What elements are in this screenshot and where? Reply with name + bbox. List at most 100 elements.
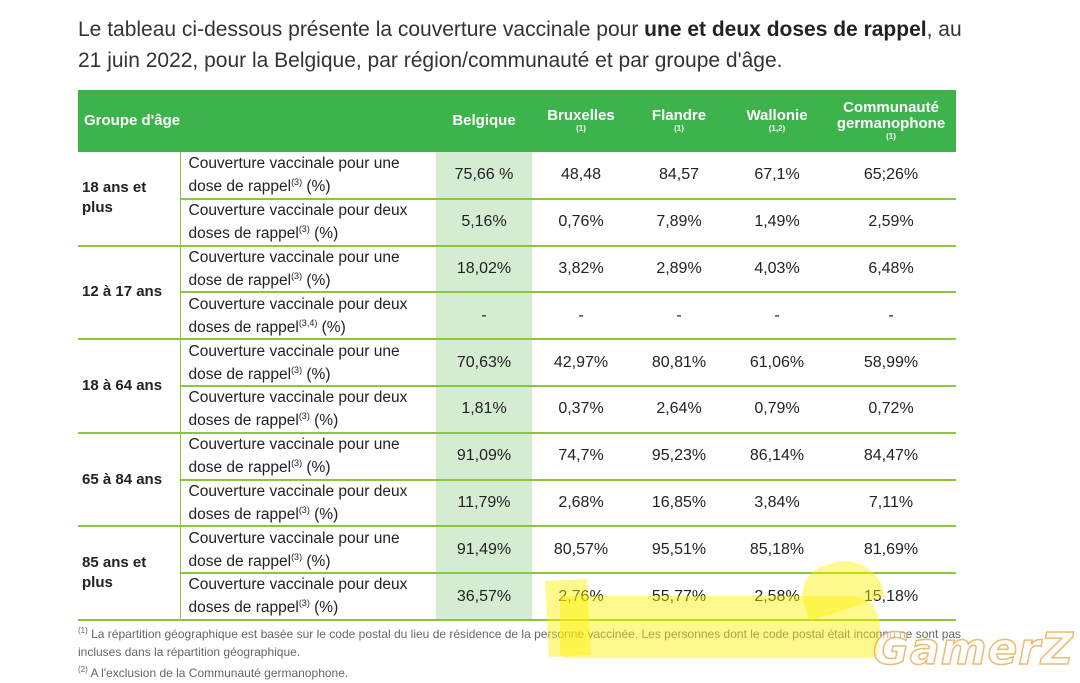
- row-description: Couverture vaccinale pour deux doses de …: [179, 479, 436, 528]
- cell-flandre: 2,89%: [630, 245, 728, 294]
- age-group-label: 65 à 84 ans: [78, 432, 180, 528]
- table-row: Couverture vaccinale pour deux doses de …: [78, 479, 956, 528]
- header-flandre: Flandre (1): [630, 90, 728, 152]
- cell-belgique: 1,81%: [436, 385, 532, 434]
- header-flandre-note: (1): [674, 124, 684, 133]
- footnote-1: (1) La répartition géographique est basé…: [78, 622, 968, 661]
- header-age-group: Groupe d'âge: [78, 90, 436, 152]
- cell-wallonie: 3,84%: [728, 479, 826, 528]
- cell-belgique: 18,02%: [436, 245, 532, 294]
- table-row: 85 ans et plus Couverture vaccinale pour …: [78, 526, 956, 621]
- row-description-unit: (%): [309, 225, 339, 243]
- cell-communaute: 0,72%: [826, 385, 956, 434]
- cell-belgique: -: [436, 292, 532, 341]
- row-description-note: (3): [298, 598, 310, 609]
- intro-bold-text: une et deux doses de rappel: [644, 18, 927, 41]
- cell-bruxelles: 2,76%: [532, 573, 630, 621]
- table-row: 65 à 84 ans Couverture vaccinale pour une…: [78, 432, 956, 528]
- footnote-2-text: A l'exclusion de la Communauté germanoph…: [90, 666, 349, 680]
- cell-bruxelles: 48,48: [532, 152, 630, 200]
- cell-bruxelles: 0,37%: [532, 385, 630, 434]
- header-bruxelles-label: Bruxelles: [547, 107, 615, 124]
- row-description-text: Couverture vaccinale pour une dose de ra…: [188, 529, 400, 570]
- cell-bruxelles: 2,68%: [532, 479, 630, 528]
- header-communaute-note: (1): [886, 132, 896, 141]
- row-description-note: (3): [298, 411, 310, 422]
- row-description-text: Couverture vaccinale pour une dose de ra…: [188, 342, 400, 383]
- header-bruxelles-note: (1): [576, 124, 586, 133]
- cell-communaute: 15,18%: [826, 573, 956, 621]
- cell-flandre: 16,85%: [630, 479, 728, 528]
- table-row: 18 ans et plus Couverture vaccinale pour …: [78, 152, 956, 247]
- cell-communaute: 84,47%: [826, 432, 956, 481]
- vaccination-table: Groupe d'âge Belgique Bruxelles (1) Fland…: [78, 90, 956, 621]
- row-description: Couverture vaccinale pour deux doses de …: [179, 292, 436, 341]
- cell-wallonie: 1,49%: [728, 198, 826, 247]
- age-group-label: 12 à 17 ans: [78, 245, 180, 341]
- cell-flandre: 55,77%: [630, 573, 728, 621]
- intro-text-end: , au 21 juin 2022, pour la Belgique, par…: [78, 18, 962, 72]
- row-description-text: Couverture vaccinale pour deux doses de …: [188, 576, 408, 617]
- cell-flandre: 2,64%: [630, 385, 728, 434]
- row-description-note: (3): [298, 224, 310, 235]
- row-description: Couverture vaccinale pour deux doses de …: [179, 573, 436, 621]
- cell-wallonie: 0,79%: [728, 385, 826, 434]
- row-description-note: (3): [291, 176, 303, 187]
- age-group-label: 18 ans et plus: [78, 152, 180, 247]
- cell-bruxelles: -: [532, 292, 630, 341]
- cell-wallonie: 86,14%: [728, 432, 826, 481]
- row-description-unit: (%): [309, 412, 339, 430]
- intro-text: Le tableau ci-dessous présente la couver…: [78, 18, 645, 41]
- cell-bruxelles: 3,82%: [532, 245, 630, 294]
- row-description: Couverture vaccinale pour deux doses de …: [179, 385, 436, 434]
- cell-belgique: 11,79%: [436, 479, 532, 528]
- header-wallonie-label: Wallonie: [746, 107, 808, 124]
- cell-flandre: 80,81%: [630, 339, 728, 387]
- row-description-unit: (%): [309, 506, 339, 524]
- row-description: Couverture vaccinale pour une dose de ra…: [179, 152, 436, 200]
- cell-bruxelles: 42,97%: [532, 339, 630, 387]
- table-row: Couverture vaccinale pour deux doses de …: [78, 573, 956, 621]
- cell-belgique: 70,63%: [436, 339, 532, 387]
- row-description-unit: (%): [309, 599, 339, 617]
- cell-communaute: 7,11%: [826, 479, 956, 528]
- header-belgique-label: Belgique: [452, 112, 516, 129]
- header-wallonie-note: (1,2): [768, 124, 786, 133]
- cell-bruxelles: 74,7%: [532, 432, 630, 481]
- header-bruxelles: Bruxelles (1): [532, 90, 630, 152]
- cell-wallonie: 85,18%: [728, 526, 826, 575]
- cell-flandre: 95,51%: [630, 526, 728, 575]
- table-body: 18 ans et plus Couverture vaccinale pour …: [78, 152, 956, 621]
- cell-bruxelles: 80,57%: [532, 526, 630, 575]
- row-description-text: Couverture vaccinale pour une dose de ra…: [188, 248, 400, 290]
- cell-belgique: 91,49%: [436, 526, 532, 575]
- cell-communaute: 6,48%: [826, 245, 956, 294]
- intro-paragraph: Le tableau ci-dessous présente la couver…: [78, 14, 978, 76]
- cell-belgique: 5,16%: [436, 198, 532, 247]
- header-flandre-label: Flandre: [651, 107, 707, 124]
- row-description-unit: (%): [302, 552, 331, 570]
- table-row: 18 à 64 ans Couverture vaccinale pour une…: [78, 339, 956, 434]
- row-description-text: Couverture vaccinale pour deux doses de …: [188, 389, 408, 430]
- table-header-row: Groupe d'âge Belgique Bruxelles (1) Fland…: [78, 90, 956, 152]
- cell-communaute: 58,99%: [826, 339, 956, 387]
- cell-bruxelles: 0,76%: [532, 198, 630, 247]
- cell-belgique: 75,66 %: [436, 152, 532, 200]
- row-description-unit: (%): [302, 177, 331, 195]
- cell-wallonie: 67,1%: [728, 152, 826, 200]
- watermark-logo: GamerZ: [872, 623, 1074, 676]
- cell-wallonie: -: [728, 292, 826, 341]
- row-description-text: Couverture vaccinale pour deux doses de …: [188, 295, 408, 336]
- cell-wallonie: 4,03%: [728, 245, 826, 294]
- cell-communaute: 2,59%: [826, 198, 956, 247]
- cell-communaute: 81,69%: [826, 526, 956, 575]
- cell-communaute: -: [826, 292, 956, 341]
- table-row: 12 à 17 ans Couverture vaccinale pour une…: [78, 245, 956, 341]
- cell-communaute: 65;26%: [826, 152, 956, 200]
- footnote-1-text: La répartition géographique est basée su…: [78, 627, 962, 659]
- cell-flandre: 84,57: [630, 152, 728, 200]
- row-description-unit: (%): [302, 365, 331, 383]
- table-row: Couverture vaccinale pour deux doses de …: [78, 198, 956, 247]
- row-description-unit: (%): [317, 318, 346, 336]
- row-description-text: Couverture vaccinale pour une dose de ra…: [188, 436, 400, 477]
